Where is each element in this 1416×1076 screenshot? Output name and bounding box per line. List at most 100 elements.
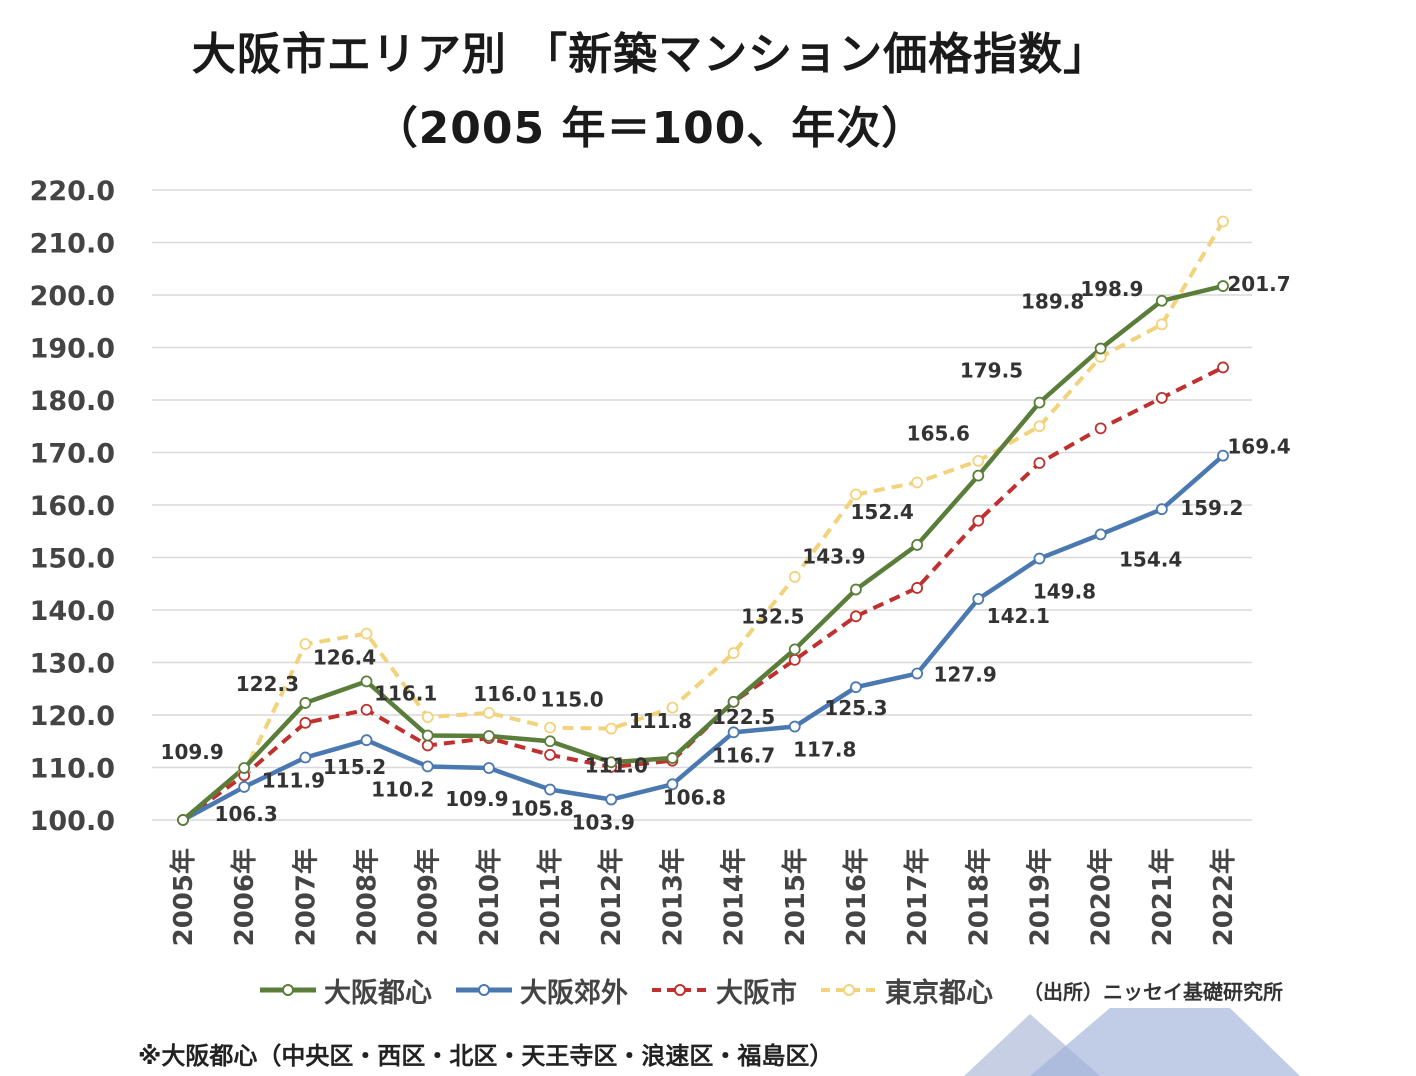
y-tick-label: 170.0 — [30, 439, 115, 470]
data-point — [482, 707, 495, 719]
x-tick-label: 2012年 — [596, 848, 627, 946]
data-point — [299, 716, 312, 729]
legend-label: 大阪郊外 — [520, 977, 628, 1009]
x-tick-label: 2021年 — [1147, 848, 1178, 946]
chart-title: 大阪市エリア別 「新築マンション価格指数」 — [191, 29, 1109, 80]
data-point — [727, 695, 740, 708]
series-line-1 — [181, 453, 1225, 822]
data-point — [788, 720, 801, 733]
data-label-osaka-center: 165.6 — [907, 422, 970, 446]
data-label-osaka-suburb: 169.4 — [1227, 435, 1290, 459]
x-axis: 2005年 2006年 2007年 2008年 2009年 2010年 2011年 2012年… — [168, 848, 1239, 946]
data-point — [1217, 280, 1229, 292]
data-labels: 109.9 122.3 126.4 116.1 116.0 115.0 111.0 111.8… — [161, 272, 1291, 834]
data-point — [544, 783, 556, 796]
x-tick-label: 2015年 — [780, 848, 811, 946]
data-point — [850, 583, 862, 596]
data-point — [299, 751, 312, 764]
legend: 大阪都心 大阪郊外 大阪市 東京都心 （出所）ニッセイ基礎研究所 — [258, 971, 1283, 1010]
data-point — [360, 675, 373, 688]
x-tick-label: 2006年 — [229, 848, 260, 946]
y-axis: 100.0 110.0 120.0 130.0 140.0 150.0 160.0 170.0… — [30, 176, 115, 837]
data-point — [666, 701, 679, 714]
data-point — [360, 734, 373, 747]
data-label-osaka-suburb: 154.4 — [1119, 547, 1182, 571]
data-point — [421, 729, 434, 742]
series-line-0 — [181, 283, 1224, 822]
data-label-osaka-center: 126.4 — [313, 645, 376, 669]
legend-swatch — [456, 984, 512, 996]
y-tick-label: 120.0 — [30, 701, 115, 732]
source-note: （出所）ニッセイ基礎研究所 — [1023, 979, 1283, 1004]
data-label-osaka-center: 198.9 — [1080, 277, 1143, 301]
legend-swatch — [821, 984, 877, 996]
data-label-osaka-suburb: 106.8 — [663, 785, 726, 809]
x-tick-label: 2016年 — [841, 848, 872, 946]
series-line-3 — [181, 220, 1225, 822]
data-point — [360, 627, 373, 640]
data-label-osaka-suburb: 110.2 — [371, 777, 434, 801]
x-tick-label: 2013年 — [657, 848, 688, 946]
data-label-osaka-suburb: 109.9 — [445, 787, 508, 811]
x-tick-label: 2010年 — [474, 848, 505, 946]
data-point — [788, 653, 801, 666]
data-point — [238, 781, 251, 793]
data-point — [1217, 215, 1229, 228]
data-point — [544, 735, 556, 748]
data-point — [972, 514, 985, 527]
data-label-osaka-suburb: 125.3 — [824, 696, 887, 720]
y-tick-label: 150.0 — [30, 544, 115, 575]
x-tick-label: 2009年 — [413, 848, 444, 946]
data-label-osaka-suburb: 115.2 — [323, 755, 386, 779]
x-tick-label: 2020年 — [1086, 848, 1117, 946]
data-point — [299, 697, 312, 709]
data-point — [911, 667, 924, 680]
y-tick-label: 130.0 — [30, 649, 115, 680]
data-point — [1094, 342, 1107, 355]
data-point — [1155, 318, 1168, 331]
data-point — [177, 814, 189, 826]
data-point — [911, 539, 924, 551]
data-point — [1033, 552, 1046, 565]
data-label-osaka-center: 116.0 — [473, 682, 536, 706]
data-point — [850, 488, 862, 501]
data-point — [850, 681, 862, 694]
data-label-osaka-center: 189.8 — [1021, 290, 1084, 314]
legend-item-osaka-suburb: 大阪郊外 — [454, 971, 628, 1010]
data-point — [1033, 396, 1046, 409]
data-point — [544, 749, 556, 761]
data-point — [1217, 449, 1229, 462]
data-point — [1155, 503, 1168, 516]
data-point — [605, 756, 618, 769]
data-point — [299, 638, 312, 651]
x-tick-label: 2011年 — [535, 848, 566, 946]
data-point — [1094, 422, 1107, 435]
x-tick-label: 2008年 — [352, 848, 383, 946]
data-point — [421, 739, 434, 752]
data-point — [1033, 420, 1046, 433]
y-tick-label: 160.0 — [30, 491, 115, 522]
y-tick-label: 110.0 — [30, 754, 115, 785]
data-point — [1217, 361, 1229, 374]
data-point — [421, 760, 434, 773]
data-point — [666, 752, 679, 764]
data-label-osaka-suburb: 105.8 — [510, 797, 573, 821]
data-point — [482, 730, 495, 742]
legend-label: 大阪市 — [716, 977, 797, 1009]
y-tick-label: 210.0 — [30, 229, 115, 260]
data-label-osaka-center: 152.4 — [850, 500, 913, 524]
data-point — [605, 793, 618, 806]
legend-swatch — [260, 984, 316, 996]
data-label-osaka-center: 201.7 — [1227, 272, 1290, 296]
data-point — [911, 476, 924, 489]
data-point — [666, 778, 679, 791]
data-label-osaka-center: 115.0 — [540, 687, 603, 711]
data-label-osaka-center: 122.5 — [712, 705, 775, 729]
legend-item-osaka-city: 大阪市 — [650, 971, 797, 1010]
data-label-osaka-center: 111.0 — [585, 753, 648, 777]
series-lines — [181, 220, 1225, 822]
data-point — [727, 647, 740, 659]
data-point — [1094, 528, 1107, 541]
